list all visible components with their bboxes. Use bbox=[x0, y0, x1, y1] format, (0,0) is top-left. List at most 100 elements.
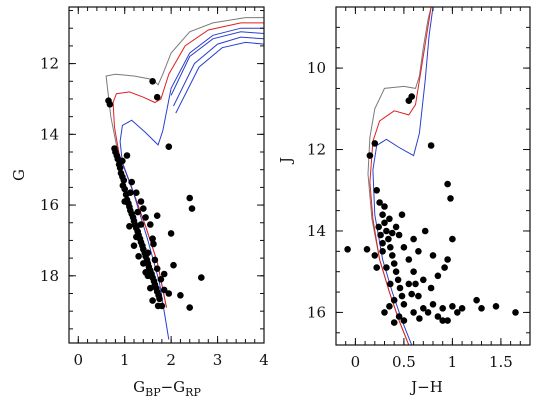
right-star-22 bbox=[386, 215, 393, 223]
left-isochrone-5 bbox=[175, 41, 264, 114]
right-star-31 bbox=[410, 268, 417, 276]
right-star-52 bbox=[429, 252, 437, 259]
right-star-17 bbox=[394, 276, 402, 284]
left-star-70 bbox=[186, 194, 193, 202]
right-y-tick-label-0: 10 bbox=[307, 59, 326, 77]
left-star-3 bbox=[153, 93, 161, 101]
left-star-64 bbox=[165, 290, 173, 297]
right-star-54 bbox=[441, 264, 448, 271]
right-star-44 bbox=[492, 303, 500, 310]
left-isochrone-1 bbox=[112, 22, 264, 308]
left-star-53 bbox=[142, 214, 149, 221]
left-star-82 bbox=[134, 208, 141, 216]
right-star-13 bbox=[387, 244, 394, 251]
right-star-60 bbox=[395, 313, 403, 320]
left-isochrones bbox=[105, 17, 264, 340]
left-data-points bbox=[105, 78, 205, 311]
right-star-57 bbox=[405, 280, 413, 288]
right-star-7 bbox=[373, 187, 381, 194]
left-star-79 bbox=[153, 212, 161, 219]
left-star-4 bbox=[165, 143, 173, 150]
right-star-9 bbox=[379, 211, 386, 218]
right-star-66 bbox=[389, 229, 396, 237]
left-star-47 bbox=[119, 157, 126, 165]
left-star-76 bbox=[140, 260, 147, 267]
right-star-37 bbox=[434, 313, 442, 320]
left-y-axis-label: G bbox=[10, 169, 28, 181]
right-star-39 bbox=[444, 317, 451, 324]
right-star-41 bbox=[458, 305, 466, 312]
right-star-4 bbox=[427, 142, 435, 149]
left-y-tick-label-3: 18 bbox=[40, 267, 59, 285]
right-star-47 bbox=[344, 246, 351, 253]
right-star-68 bbox=[381, 309, 388, 316]
left-star-50 bbox=[133, 189, 140, 196]
left-y-tick-label-0: 12 bbox=[40, 55, 59, 73]
right-star-61 bbox=[390, 319, 398, 326]
right-star-40 bbox=[454, 309, 461, 316]
left-x-tick-label-3: 3 bbox=[213, 351, 223, 369]
left-star-71 bbox=[188, 205, 196, 212]
right-star-65 bbox=[392, 223, 400, 231]
right-star-26 bbox=[387, 280, 394, 288]
right-star-8 bbox=[376, 199, 383, 206]
right-star-62 bbox=[449, 235, 456, 243]
left-star-49 bbox=[128, 178, 135, 186]
left-star-77 bbox=[147, 284, 154, 292]
right-star-43 bbox=[478, 305, 485, 312]
left-star-73 bbox=[186, 304, 193, 311]
left-star-83 bbox=[142, 269, 149, 276]
right-x-tick-label-2: 1 bbox=[448, 353, 458, 371]
right-data-points bbox=[344, 93, 519, 326]
right-y-tick-label-3: 16 bbox=[307, 303, 326, 321]
left-x-tick-label-1: 1 bbox=[120, 351, 130, 369]
right-star-28 bbox=[395, 231, 403, 239]
left-star-56 bbox=[130, 242, 138, 249]
left-y-tick-label-1: 14 bbox=[40, 125, 59, 143]
right-star-48 bbox=[371, 252, 379, 259]
right-star-23 bbox=[377, 231, 384, 239]
right-star-5 bbox=[444, 180, 451, 188]
right-star-53 bbox=[434, 272, 442, 280]
right-star-20 bbox=[400, 301, 408, 308]
right-star-42 bbox=[473, 296, 480, 304]
right-star-56 bbox=[415, 248, 422, 255]
left-star-61 bbox=[157, 276, 165, 283]
right-star-75 bbox=[379, 239, 386, 247]
right-star-59 bbox=[400, 317, 408, 324]
right-star-19 bbox=[398, 292, 406, 300]
left-star-2 bbox=[149, 78, 156, 85]
right-star-3 bbox=[408, 93, 416, 100]
right-x-tick-label-1: 0.5 bbox=[392, 353, 416, 371]
left-isochrone-3 bbox=[170, 31, 264, 96]
left-star-68 bbox=[167, 230, 175, 237]
right-star-70 bbox=[439, 317, 447, 324]
right-star-69 bbox=[386, 303, 393, 310]
left-x-axis-label-sub2: RP bbox=[185, 386, 201, 399]
left-star-78 bbox=[150, 240, 157, 248]
left-star-67 bbox=[137, 221, 145, 228]
right-star-67 bbox=[398, 211, 406, 218]
left-star-58 bbox=[144, 249, 152, 257]
right-star-29 bbox=[400, 244, 408, 251]
right-star-74 bbox=[375, 223, 383, 231]
left-star-55 bbox=[149, 235, 156, 242]
right-star-25 bbox=[383, 264, 390, 271]
left-star-54 bbox=[147, 221, 154, 228]
right-star-38 bbox=[439, 305, 447, 312]
left-isochrone-4 bbox=[173, 36, 264, 107]
left-star-74 bbox=[126, 223, 133, 230]
left-star-60 bbox=[153, 265, 161, 273]
right-star-12 bbox=[385, 235, 392, 243]
right-x-tick-label-0: 0 bbox=[351, 353, 361, 371]
left-star-81 bbox=[127, 189, 134, 196]
left-x-axis-label-sub1: BP bbox=[145, 386, 161, 399]
left-x-tick-label-2: 2 bbox=[166, 351, 176, 369]
right-y-tick-label-2: 14 bbox=[307, 222, 326, 240]
right-star-27 bbox=[390, 296, 398, 304]
left-x-tick-label-0: 0 bbox=[74, 351, 84, 369]
right-y-tick-label-1: 12 bbox=[307, 141, 326, 159]
